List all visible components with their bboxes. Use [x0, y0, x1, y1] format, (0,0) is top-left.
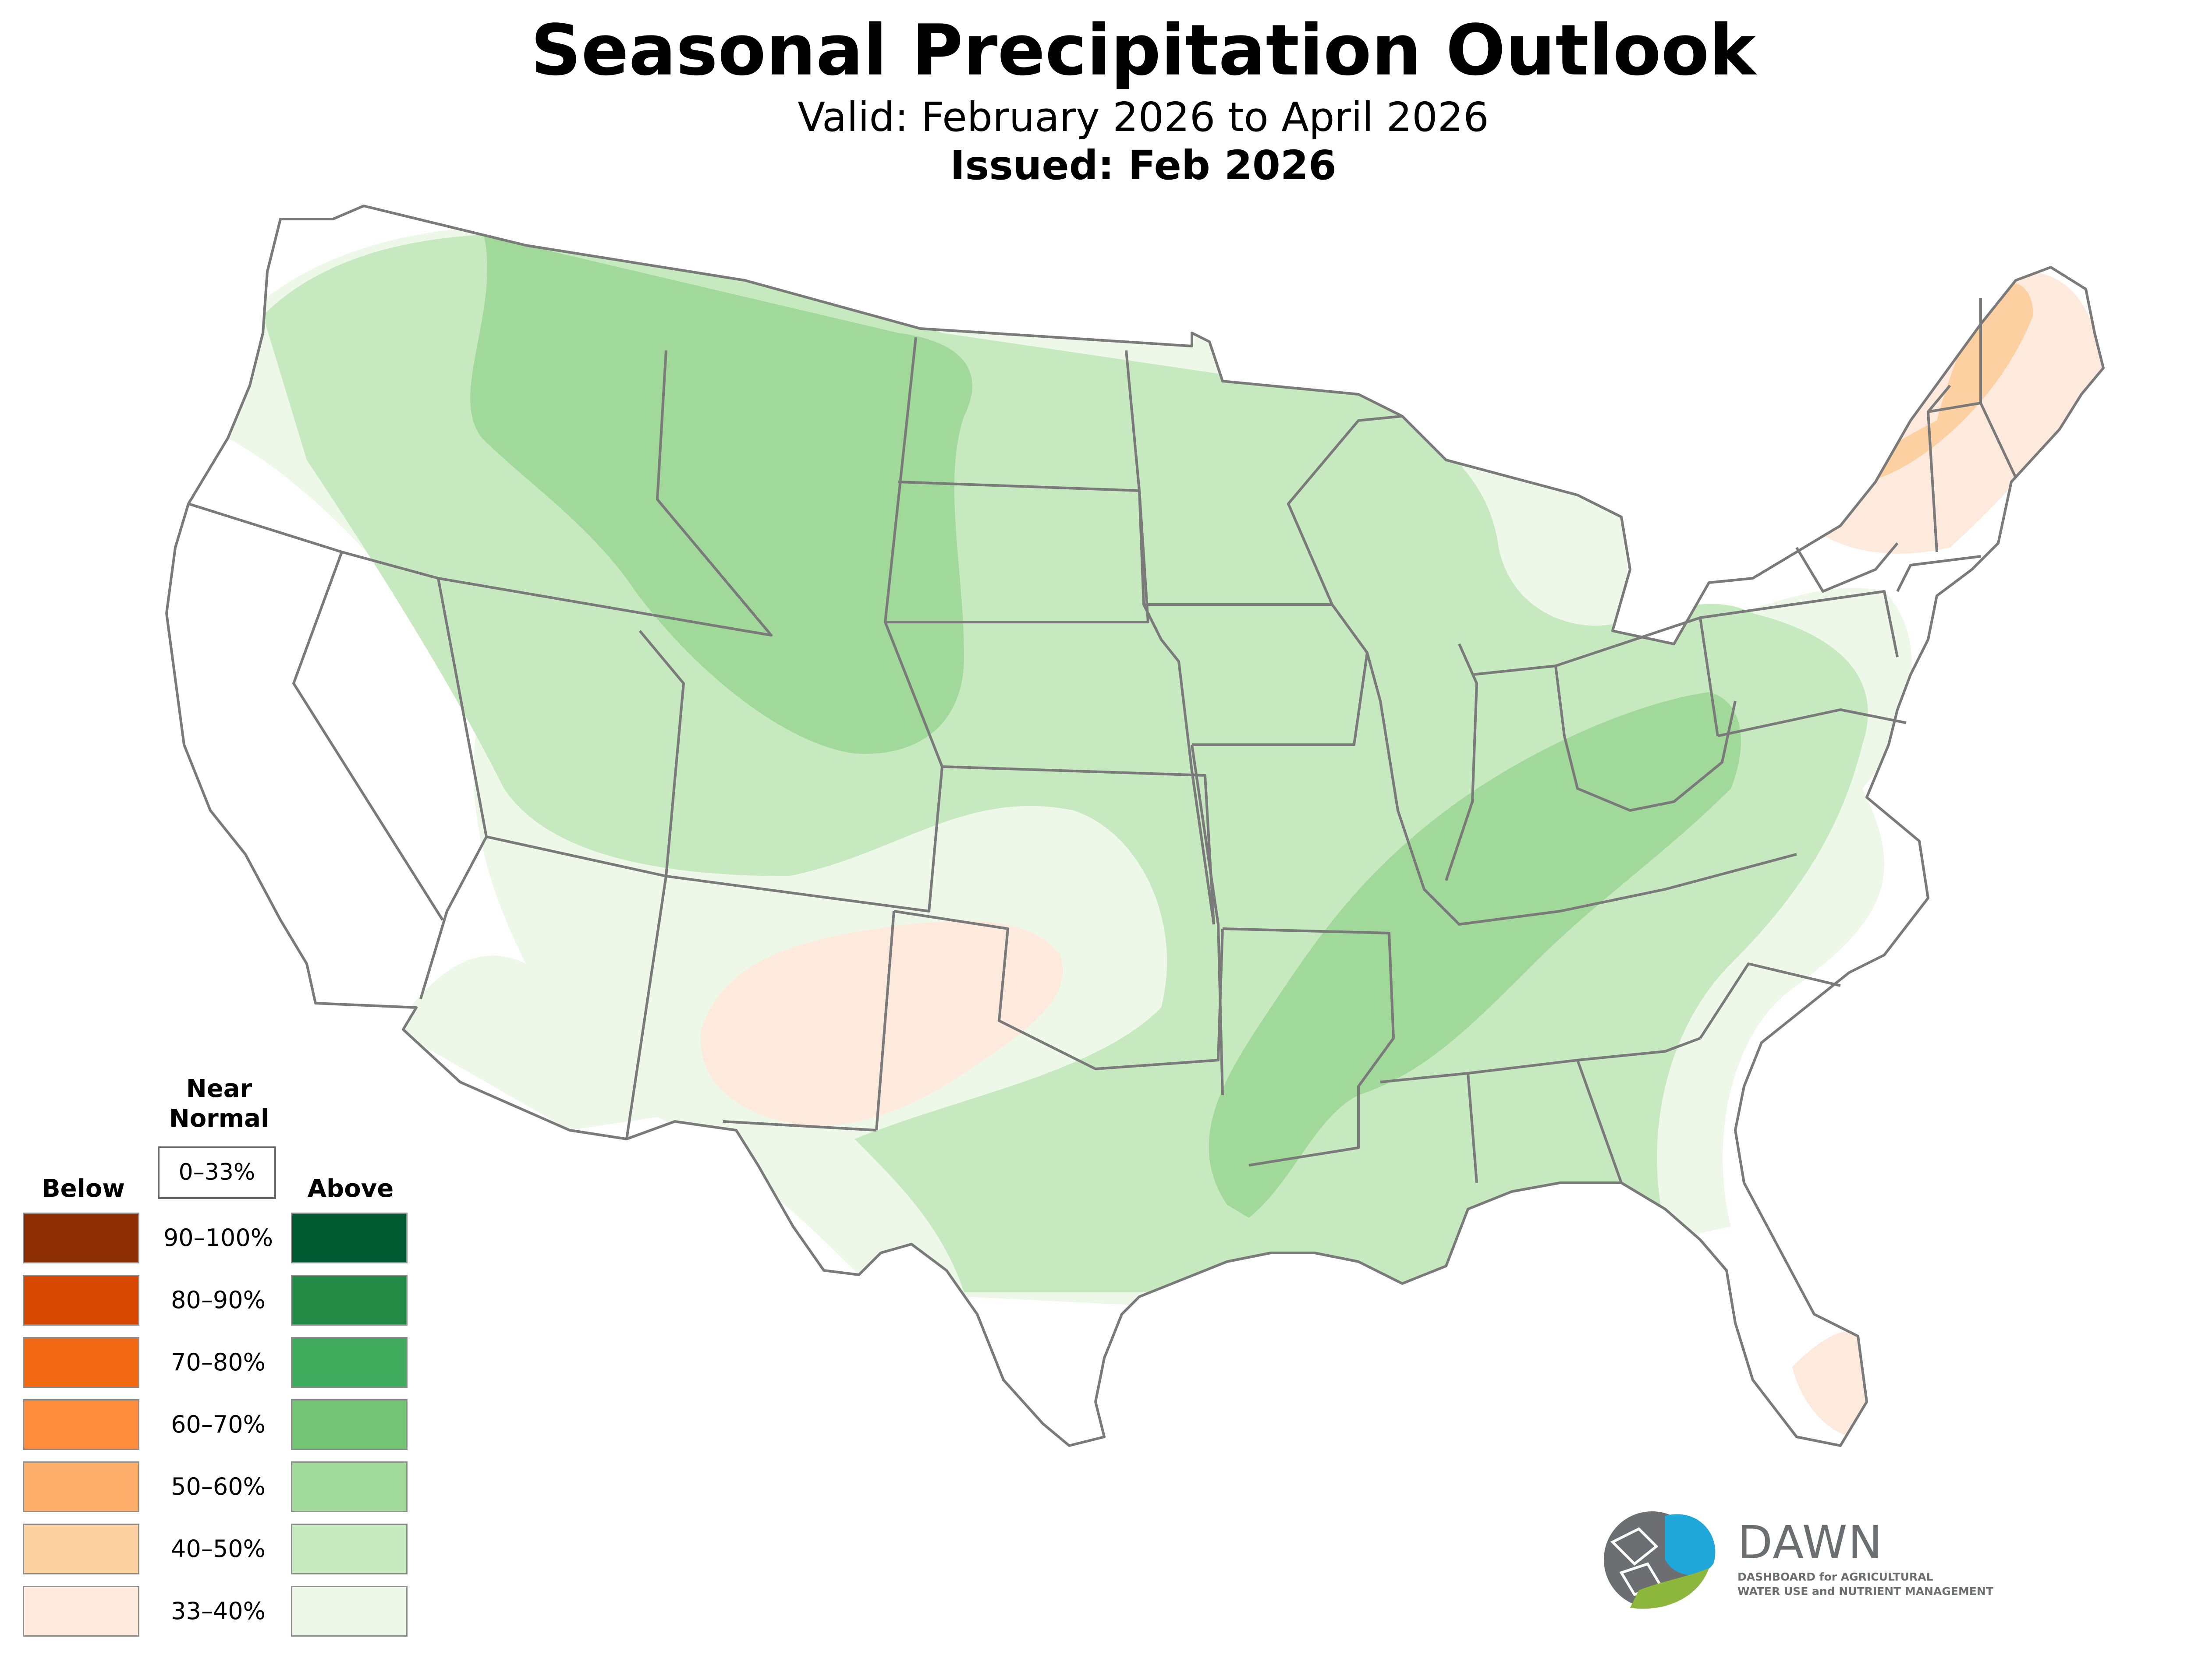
logo-leaf: [1630, 1568, 1709, 1609]
legend-below-swatch: [23, 1213, 139, 1263]
legend-above-swatch: [291, 1524, 408, 1574]
below-33-40-southwest: [700, 921, 1063, 1126]
legend-range-label: 50–60%: [171, 1473, 266, 1500]
legend-above-swatch: [291, 1586, 408, 1637]
legend-above-swatch: [291, 1213, 408, 1263]
state-boundaries: [167, 206, 2103, 1446]
legend-below-swatch: [23, 1399, 139, 1450]
issued-date: Issued: Feb 2026: [950, 142, 1337, 189]
legend-range-label: 33–40%: [171, 1597, 266, 1625]
legend-below-swatch: [23, 1337, 139, 1388]
legend-range-label: 70–80%: [171, 1348, 266, 1376]
map-title: Seasonal Precipitation Outlook: [531, 9, 1756, 91]
legend-range-label: 60–70%: [171, 1411, 266, 1438]
legend-below-swatch: [23, 1275, 139, 1326]
legend-below-swatch: [23, 1586, 139, 1637]
legend-near-normal-heading: Near Normal: [169, 1075, 269, 1133]
legend-above-swatch: [291, 1461, 408, 1512]
legend-below-swatch: [23, 1461, 139, 1512]
dawn-logo-name: DAWN: [1737, 1516, 1883, 1569]
below-40-50-northeast: [1840, 283, 2033, 482]
legend-below-swatch: [23, 1524, 139, 1574]
dawn-logo: [1604, 1511, 1716, 1609]
dawn-logo-tagline-1: DASHBOARD for AGRICULTURAL: [1737, 1570, 1933, 1583]
legend-range-label: 90–100%: [163, 1224, 273, 1252]
above-50-60-northwest: [470, 228, 972, 754]
valid-period: Valid: February 2026 to April 2026: [798, 94, 1489, 141]
legend-above-swatch: [291, 1337, 408, 1388]
below-33-40-florida: [1792, 1331, 1869, 1437]
legend-above-heading: Above: [307, 1174, 394, 1203]
outlook-shading: [228, 225, 2103, 1437]
legend-range-label: 40–50%: [171, 1535, 266, 1563]
dawn-logo-tagline-2: WATER USE and NUTRIENT MANAGEMENT: [1737, 1585, 1993, 1598]
above-50-60-ohio-valley: [1209, 692, 1741, 1218]
legend-above-swatch: [291, 1399, 408, 1450]
legend-near-normal-range: 0–33%: [158, 1146, 276, 1199]
legend-below-heading: Below: [41, 1174, 125, 1203]
legend-above-swatch: [291, 1275, 408, 1326]
logo-water-drop: [1665, 1514, 1716, 1575]
legend-range-label: 80–90%: [171, 1286, 266, 1314]
